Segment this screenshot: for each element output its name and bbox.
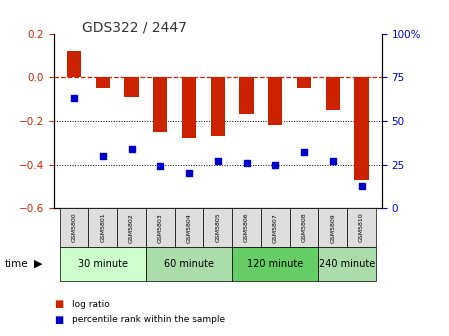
Bar <box>146 208 175 247</box>
Bar <box>182 77 196 138</box>
Text: GSM5806: GSM5806 <box>244 213 249 243</box>
Text: GSM5801: GSM5801 <box>100 213 105 243</box>
Text: 240 minute: 240 minute <box>319 259 375 269</box>
Text: GSM5802: GSM5802 <box>129 213 134 243</box>
Bar <box>175 208 203 247</box>
Text: GSM5810: GSM5810 <box>359 213 364 243</box>
Text: GDS322 / 2447: GDS322 / 2447 <box>82 20 187 34</box>
Bar <box>239 77 254 114</box>
Bar <box>261 208 290 247</box>
Text: 30 minute: 30 minute <box>78 259 128 269</box>
Point <box>329 159 336 164</box>
Text: GSM5803: GSM5803 <box>158 213 163 243</box>
Bar <box>268 77 282 125</box>
Text: log ratio: log ratio <box>72 300 110 308</box>
Bar <box>117 208 146 247</box>
Text: GSM5808: GSM5808 <box>302 213 307 243</box>
Bar <box>354 77 369 180</box>
Bar <box>318 208 347 247</box>
Text: time: time <box>4 259 28 269</box>
Point <box>99 153 106 159</box>
Point <box>243 160 250 166</box>
Text: ■: ■ <box>54 315 63 325</box>
Bar <box>88 208 117 247</box>
Bar <box>96 77 110 88</box>
Point <box>300 150 308 155</box>
Text: GSM5809: GSM5809 <box>330 213 335 243</box>
Text: percentile rank within the sample: percentile rank within the sample <box>72 316 225 324</box>
Bar <box>67 51 81 77</box>
Bar <box>232 247 318 281</box>
Text: 60 minute: 60 minute <box>164 259 214 269</box>
Bar <box>203 208 232 247</box>
Point <box>128 146 135 152</box>
Bar <box>318 247 376 281</box>
Point <box>272 162 279 167</box>
Text: GSM5804: GSM5804 <box>186 213 192 243</box>
Bar <box>211 77 225 136</box>
Bar <box>297 77 311 88</box>
Text: GSM5807: GSM5807 <box>273 213 278 243</box>
Bar <box>232 208 261 247</box>
Point <box>70 95 78 101</box>
Point <box>157 164 164 169</box>
Bar <box>326 77 340 110</box>
Point <box>214 159 221 164</box>
Bar <box>60 247 146 281</box>
Point <box>358 183 365 188</box>
Text: ▶: ▶ <box>34 259 42 269</box>
Bar <box>146 247 232 281</box>
Bar <box>347 208 376 247</box>
Bar <box>290 208 318 247</box>
Bar <box>60 208 88 247</box>
Text: GSM5800: GSM5800 <box>71 213 76 243</box>
Text: GSM5805: GSM5805 <box>215 213 220 243</box>
Bar <box>153 77 167 132</box>
Bar <box>124 77 139 97</box>
Text: ■: ■ <box>54 299 63 309</box>
Text: 120 minute: 120 minute <box>247 259 304 269</box>
Point <box>185 171 193 176</box>
